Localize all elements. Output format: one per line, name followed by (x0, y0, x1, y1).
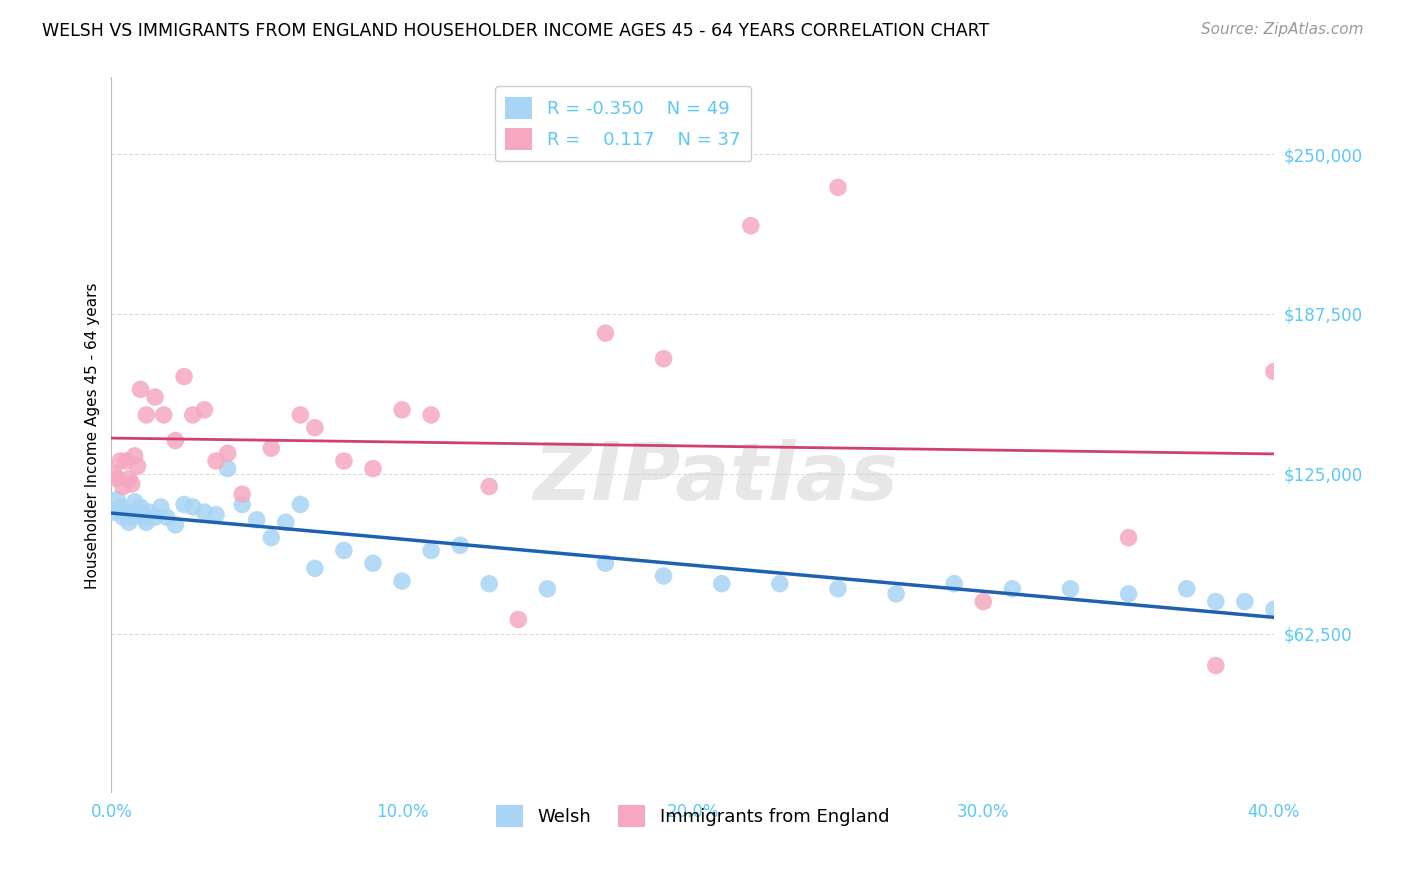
Point (333, 543, 356, 558)
Point (274, 516, 297, 530)
Point (884, 587, 907, 601)
Point (246, 513, 269, 527)
Point (391, 574, 413, 588)
Point (138, 505, 160, 519)
Point (290, 408, 312, 422)
Text: WELSH VS IMMIGRANTS FROM ENGLAND HOUSEHOLDER INCOME AGES 45 - 64 YEARS CORRELATI: WELSH VS IMMIGRANTS FROM ENGLAND HOUSEHO… (42, 22, 990, 40)
Point (165, 517, 187, 532)
Text: Source: ZipAtlas.com: Source: ZipAtlas.com (1201, 22, 1364, 37)
Point (152, 408, 174, 422)
Point (290, 498, 312, 512)
Point (181, 500, 204, 514)
Point (127, 505, 149, 519)
Point (1205, 658, 1227, 673)
Point (103, 467, 125, 481)
Point (478, 576, 501, 591)
Point (105, 472, 128, 486)
Point (652, 351, 675, 366)
Point (231, 498, 253, 512)
Point (156, 510, 179, 524)
Point (361, 461, 384, 475)
Point (508, 612, 530, 626)
Point (217, 461, 239, 475)
Point (217, 446, 239, 460)
Point (1263, 364, 1285, 378)
Point (304, 561, 326, 575)
Point (827, 180, 849, 194)
Point (193, 402, 215, 417)
Point (143, 510, 166, 524)
Point (118, 472, 141, 486)
Point (121, 510, 143, 524)
Point (105, 492, 128, 507)
Text: ZIPatlas: ZIPatlas (533, 440, 898, 517)
Point (132, 510, 155, 524)
Point (103, 505, 125, 519)
Point (449, 538, 471, 552)
Point (124, 495, 146, 509)
Point (1233, 594, 1256, 608)
Point (260, 441, 283, 455)
Point (972, 594, 994, 608)
Point (1118, 531, 1140, 545)
Point (124, 449, 146, 463)
Point (1175, 582, 1198, 596)
Point (121, 477, 143, 491)
Point (127, 459, 149, 474)
Point (115, 454, 138, 468)
Point (108, 454, 131, 468)
Point (181, 408, 204, 422)
Point (595, 556, 617, 570)
Point (149, 500, 172, 514)
Point (304, 421, 326, 435)
Point (231, 487, 253, 501)
Point (827, 582, 849, 596)
Point (118, 516, 141, 530)
Point (710, 576, 733, 591)
Point (769, 576, 792, 591)
Point (420, 408, 443, 422)
Point (391, 402, 413, 417)
Point (333, 454, 356, 468)
Point (478, 479, 501, 493)
Point (205, 454, 228, 468)
Legend: Welsh, Immigrants from England: Welsh, Immigrants from England (489, 798, 897, 834)
Point (135, 516, 157, 530)
Point (1263, 602, 1285, 616)
Point (108, 500, 131, 514)
Y-axis label: Householder Income Ages 45 - 64 years: Householder Income Ages 45 - 64 years (86, 282, 100, 589)
Point (173, 369, 195, 384)
Point (536, 582, 558, 596)
Point (260, 531, 283, 545)
Point (112, 510, 135, 524)
Point (193, 505, 215, 519)
Point (595, 326, 617, 340)
Point (943, 576, 966, 591)
Point (205, 508, 228, 522)
Point (361, 556, 384, 570)
Point (1001, 582, 1024, 596)
Point (173, 498, 195, 512)
Point (1118, 587, 1140, 601)
Point (135, 408, 157, 422)
Point (420, 543, 443, 558)
Point (112, 479, 135, 493)
Point (740, 219, 762, 233)
Point (1059, 582, 1081, 596)
Point (165, 434, 187, 448)
Point (1205, 594, 1227, 608)
Point (115, 505, 138, 519)
Point (143, 390, 166, 404)
Point (129, 383, 152, 397)
Point (129, 500, 152, 514)
Point (652, 569, 675, 583)
